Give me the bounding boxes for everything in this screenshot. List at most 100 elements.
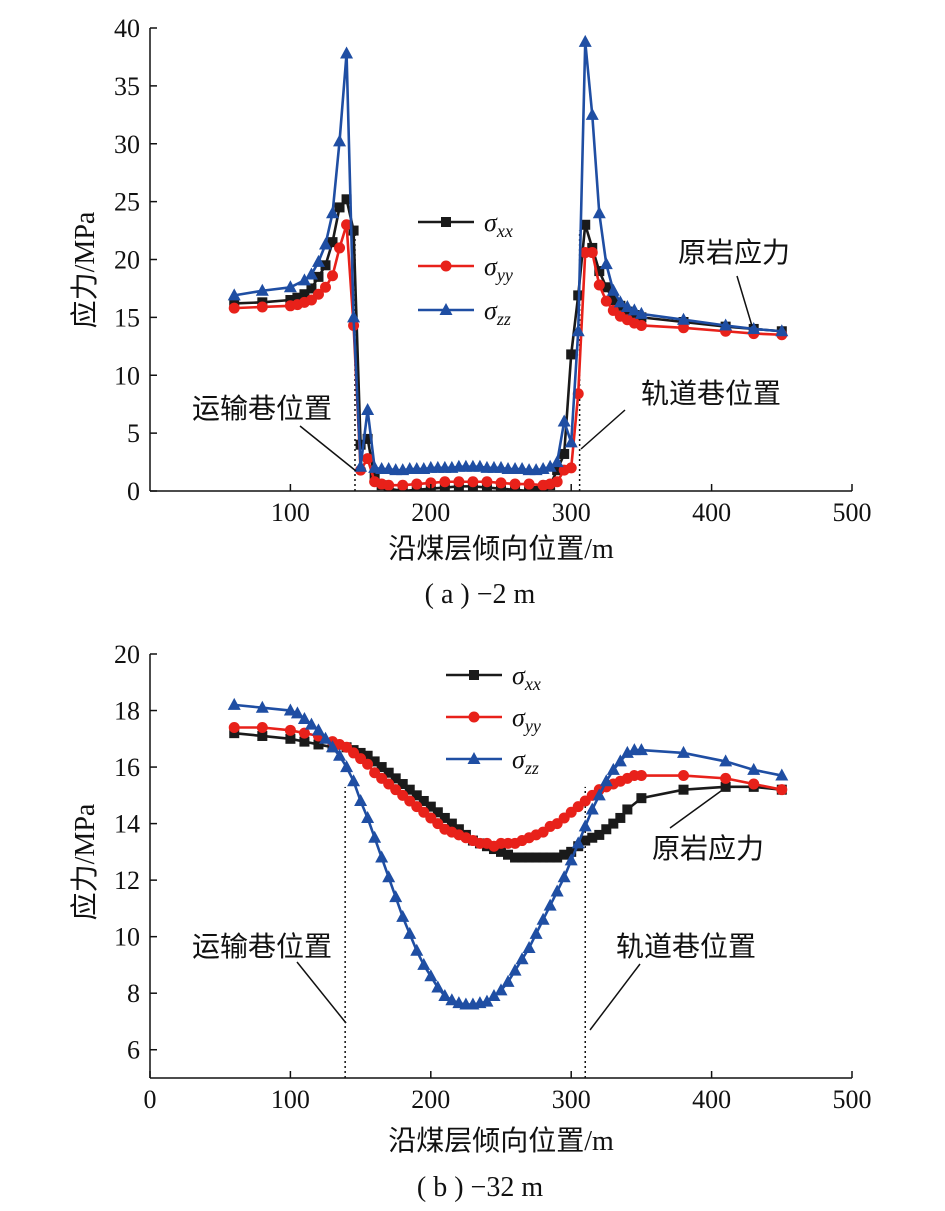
legend-label-szz: σzz	[484, 296, 511, 329]
data-point-syy	[481, 476, 493, 488]
data-point-szz	[543, 898, 557, 911]
data-point-szz	[368, 830, 382, 843]
data-point-sxx	[510, 852, 521, 863]
data-point-szz	[599, 774, 613, 787]
data-point-sxx	[397, 779, 408, 790]
data-point-szz	[319, 731, 332, 744]
data-point-szz	[297, 712, 311, 725]
data-point-sxx	[355, 747, 366, 758]
chart-b: 0 100 200 300 400 500 6 8 10 12 14 16 18 20 沿煤层倾向位置/m…	[69, 640, 872, 1203]
data-point-syy	[720, 772, 732, 784]
data-point-szz	[606, 762, 620, 775]
data-point-sxx	[327, 237, 338, 248]
data-point-szz	[403, 926, 417, 939]
data-point-szz	[585, 802, 599, 815]
data-point-szz	[487, 989, 501, 1002]
data-point-sxx	[559, 849, 570, 860]
data-point-syy	[334, 242, 346, 254]
data-point-szz	[375, 850, 389, 863]
x-tick-label: 200	[411, 498, 450, 527]
data-point-sxx	[601, 824, 612, 835]
data-point-szz	[550, 884, 564, 897]
data-point-sxx	[503, 849, 514, 860]
data-point-sxx	[601, 282, 612, 293]
data-point-syy	[256, 301, 268, 313]
data-point-szz	[255, 283, 269, 296]
data-point-syy	[411, 478, 423, 490]
chart-a-right-roadway-label: 轨道巷位置	[641, 378, 781, 410]
chart-b-left-roadway-label: 运输巷位置	[192, 931, 332, 963]
data-point-syy	[228, 302, 240, 314]
data-point-szz	[515, 952, 529, 965]
data-point-szz	[389, 890, 403, 903]
legend-marker-syy	[440, 260, 452, 272]
data-point-sxx	[369, 756, 380, 767]
y-tick-label: 8	[127, 979, 140, 1008]
data-point-szz	[311, 723, 325, 736]
data-point-szz	[255, 700, 269, 713]
data-point-sxx	[566, 846, 577, 857]
data-point-szz	[297, 273, 311, 286]
data-point-sxx	[517, 852, 528, 863]
y-tick-label: 14	[114, 810, 140, 839]
data-point-sxx	[594, 266, 605, 277]
data-point-sxx	[531, 486, 542, 491]
data-point-sxx	[608, 818, 619, 829]
y-tick-label: 20	[114, 640, 140, 669]
data-point-szz	[290, 706, 304, 719]
data-point-sxx	[313, 739, 324, 750]
data-point-szz	[227, 697, 241, 710]
data-point-sxx	[587, 832, 598, 843]
y-tick-label: 12	[114, 866, 140, 895]
data-point-sxx	[524, 852, 535, 863]
data-point-szz	[340, 46, 354, 59]
data-point-szz	[424, 969, 438, 982]
data-point-szz	[319, 237, 332, 250]
y-tick-label: 25	[114, 188, 140, 217]
data-point-sxx	[341, 194, 352, 205]
data-point-sxx	[313, 271, 324, 282]
chart-a-virgin-stress-label: 原岩应力	[678, 237, 790, 269]
data-point-syy	[635, 319, 647, 331]
legend-label-szz: σzz	[512, 745, 539, 778]
chart-b-virgin-stress-leader	[669, 790, 722, 829]
chart-a-left-roadway-label: 运输巷位置	[192, 393, 332, 425]
data-point-szz	[564, 435, 578, 448]
data-point-szz	[333, 748, 347, 761]
data-point-syy	[327, 270, 339, 282]
data-point-szz	[677, 745, 691, 758]
data-point-szz	[543, 459, 557, 472]
data-point-syy	[228, 721, 240, 733]
data-point-sxx	[608, 295, 619, 306]
data-point-sxx	[446, 818, 457, 829]
data-point-szz	[354, 459, 368, 472]
chart-a-ylabel: 应力/MPa	[69, 211, 101, 328]
y-tick-label: 10	[114, 361, 140, 390]
data-point-szz	[382, 870, 396, 883]
data-point-szz	[417, 957, 431, 970]
data-point-syy	[453, 476, 465, 488]
x-tick-label: 100	[271, 1085, 310, 1114]
legend-marker-sxx	[469, 670, 479, 680]
data-point-szz	[677, 312, 691, 325]
data-point-szz	[480, 994, 494, 1007]
data-point-szz	[599, 257, 613, 270]
data-point-szz	[571, 324, 585, 337]
data-point-sxx	[320, 260, 331, 271]
data-point-sxx	[390, 773, 401, 784]
data-point-szz	[431, 980, 445, 993]
data-point-szz	[361, 810, 375, 823]
data-point-sxx	[418, 795, 429, 806]
data-point-szz	[719, 318, 733, 331]
data-point-sxx	[545, 852, 556, 863]
y-tick-label: 30	[114, 130, 140, 159]
data-point-sxx	[285, 733, 296, 744]
legend-label-syy: σyy	[484, 252, 513, 285]
x-tick-label: 0	[144, 1085, 157, 1114]
data-point-szz	[613, 295, 627, 308]
chart-b-caption: ( b ) −32 m	[417, 1172, 543, 1203]
data-point-syy	[362, 453, 374, 465]
data-point-szz	[627, 303, 641, 316]
x-tick-label: 300	[552, 1085, 591, 1114]
data-point-szz	[326, 206, 340, 219]
